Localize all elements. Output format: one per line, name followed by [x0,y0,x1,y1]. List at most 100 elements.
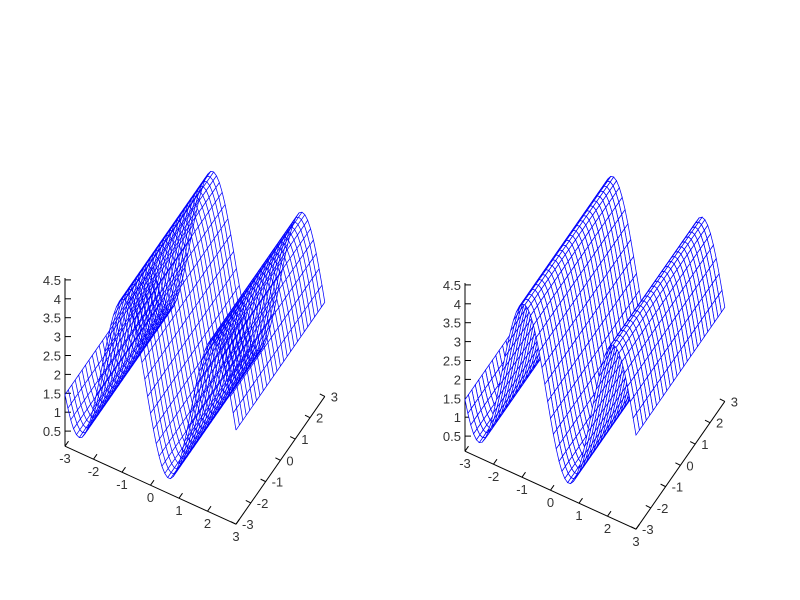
y-tick-label: -3 [242,517,254,532]
mesh-line-y [135,204,226,333]
z-tick-label: 2.5 [43,349,61,364]
mesh-line-y [96,266,186,395]
mesh-line-y [161,338,252,467]
mesh-line-y [73,300,163,429]
y-tick-label: -3 [642,522,654,537]
x-tick [235,518,240,525]
mesh-line-y [190,285,280,414]
mesh-line-y [110,197,200,327]
mesh-line-y [227,253,317,382]
x-tick-label: -2 [88,464,100,479]
z-tick-label: 3 [54,330,61,345]
mesh-line-y [93,279,183,408]
x-tick-label: -1 [516,482,528,497]
mesh-line-y [84,305,175,435]
x-tick [93,453,98,460]
mesh-line-y [70,291,160,421]
y-tick-label: 0 [686,458,693,473]
y-tick [230,521,237,525]
mesh-line-y [181,325,271,454]
y-tick [675,462,681,466]
z-tick-label: 4.5 [43,273,61,288]
mesh-line-y [164,345,254,474]
z-tick-label: 2.5 [443,354,461,369]
y-tick [319,393,326,397]
mesh-line-y [76,306,166,435]
mesh-line-y [121,171,212,300]
z-tick-label: 1 [54,405,61,420]
mesh-line-y [141,234,232,363]
x-tick-label: 2 [604,521,611,536]
z-tick-label: 4.5 [443,278,461,293]
x-tick-label: -1 [116,477,128,492]
z-tick-label: 0.5 [43,424,61,439]
z-tick-label: 3 [454,335,461,350]
x-tick-label: 1 [175,503,182,518]
x-tick [578,497,583,504]
y-tick [630,526,637,530]
y-tick [289,436,296,440]
mesh-line-y [184,313,274,442]
mesh-line-y [87,299,177,428]
mesh-line-y [158,328,249,457]
z-tick-label: 3.5 [443,316,461,331]
y-tick [660,483,666,488]
y-tick [645,504,652,509]
surface-mesh [64,170,326,480]
y-tick-label: 3 [731,394,738,409]
mesh-line-y [104,223,195,353]
mesh-line-y [147,268,237,397]
x-tick [64,440,69,447]
mesh-line-y [150,285,240,414]
mesh-line-y [144,251,234,380]
mesh-line-y [195,256,286,385]
x-tick-label: -2 [488,469,500,484]
surface-mesh [464,175,726,485]
y-tick-label: 2 [716,416,723,431]
mesh-line-y [218,220,309,349]
x-tick [464,445,469,452]
y-tick [704,419,711,424]
mesh-line-y [212,211,303,341]
mesh-line-y [124,171,214,300]
mesh-line-y [138,218,229,347]
mesh-line-y [210,212,300,341]
mesh-line-y [133,192,223,321]
mesh-line-y [98,252,189,382]
mesh-line-y [153,301,243,430]
x-tick-label: 3 [632,534,639,549]
y-tick [304,414,311,419]
x-tick [521,471,526,478]
x-tick [607,510,612,517]
z-tick-label: 1.5 [43,386,61,401]
x-tick [635,523,640,530]
mesh-line-y [204,223,294,352]
mesh-line-y [232,284,323,414]
x-tick [550,484,555,491]
x-tick [493,458,498,465]
mesh-line-y [215,214,306,343]
z-tick-label: 4 [54,292,61,307]
z-tick-label: 2 [54,367,61,382]
mesh-cell [464,393,472,415]
x-tick [121,466,126,473]
mesh-line-y [235,302,326,431]
y-tick [689,441,696,445]
mesh-line-y [78,309,169,438]
z-tick-label: 1.5 [443,391,461,406]
mesh-line-y [201,232,291,361]
mesh-line-y [178,335,269,464]
x-tick [207,505,212,512]
x-tick-label: 2 [204,516,211,531]
x-tick-label: -3 [459,456,471,471]
mesh-line-y [130,182,220,311]
y-tick-label: 1 [301,432,308,447]
mesh-line-y [170,350,260,479]
z-tick-label: 1 [454,410,461,425]
mesh-line-y [229,268,320,397]
mesh-line-y [187,299,277,428]
mesh-line-y [118,173,209,302]
y-tick [245,499,252,504]
